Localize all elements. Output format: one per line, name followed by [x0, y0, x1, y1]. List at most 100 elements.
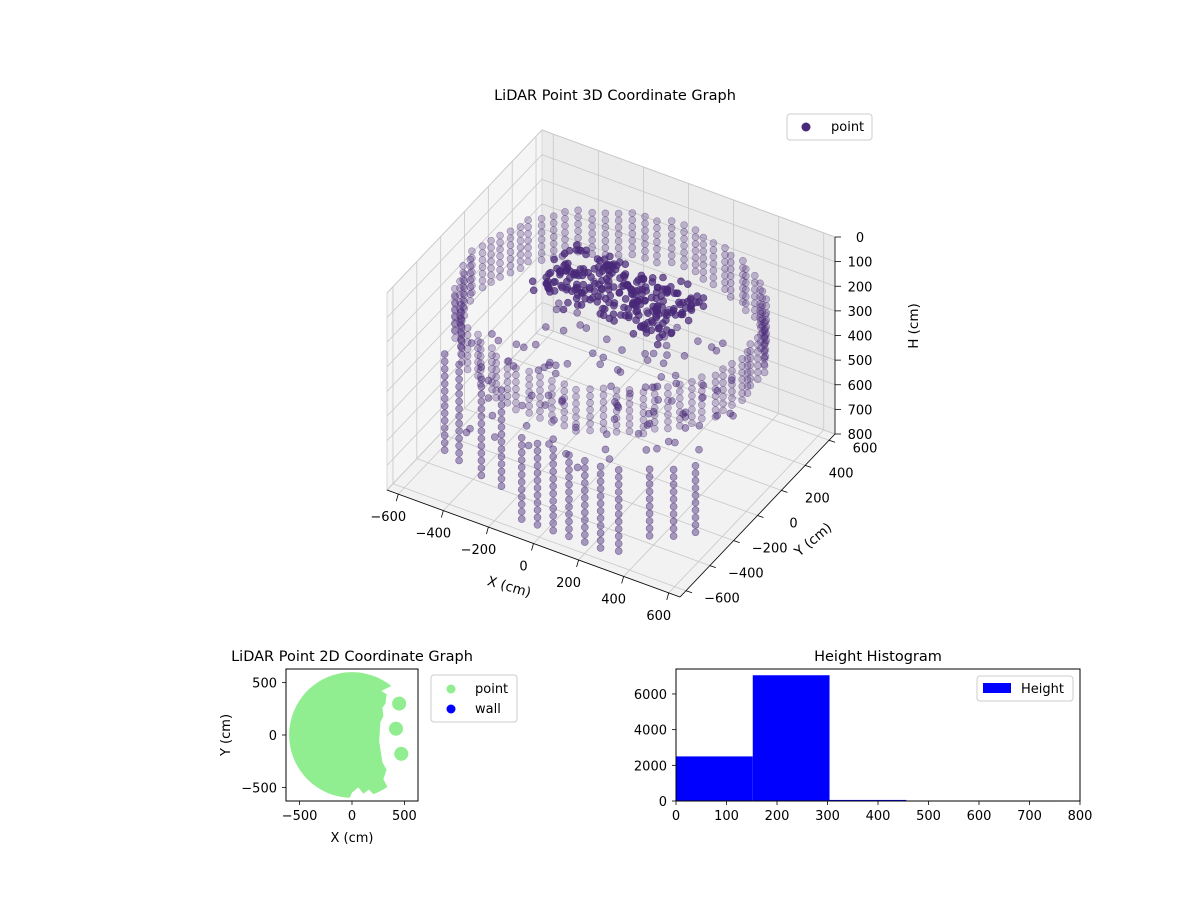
data-point	[694, 337, 702, 346]
data-point	[625, 420, 634, 429]
data-point	[699, 261, 708, 269]
data-point	[621, 295, 630, 303]
y-tick-label: 0	[269, 729, 277, 744]
data-point	[525, 395, 534, 403]
data-point	[596, 492, 605, 501]
data-point	[463, 351, 472, 360]
data-point	[750, 285, 759, 294]
data-point	[664, 410, 672, 419]
data-point	[750, 271, 759, 280]
data-point	[596, 521, 605, 530]
data-point	[494, 336, 503, 345]
data-point	[497, 474, 506, 483]
data-point	[614, 223, 623, 232]
z-tick-label: 400	[848, 330, 873, 345]
data-point	[653, 283, 662, 292]
data-point	[667, 329, 676, 338]
data-point	[487, 264, 495, 273]
data-point	[634, 311, 643, 320]
data-point	[560, 394, 569, 402]
data-point	[455, 449, 463, 457]
data-point	[496, 231, 504, 240]
data-point	[512, 371, 520, 379]
chart-2d-title: LiDAR Point 2D Coordinate Graph	[231, 649, 473, 665]
data-point	[496, 245, 504, 254]
data-point	[598, 267, 607, 275]
data-point	[721, 278, 729, 287]
data-point	[738, 396, 747, 405]
data-point	[457, 308, 465, 317]
data-point	[533, 506, 542, 514]
data-point	[739, 291, 747, 300]
data-point	[548, 383, 556, 392]
data-point	[757, 323, 765, 332]
chart-2d-data	[289, 669, 417, 801]
data-point	[667, 244, 676, 253]
data-point	[726, 258, 735, 267]
data-point	[680, 351, 689, 360]
data-point	[614, 510, 623, 519]
data-point	[455, 404, 463, 413]
data-point	[580, 479, 589, 487]
data-point	[741, 265, 750, 273]
data-point	[760, 339, 769, 348]
chart-2d-x-axis-label: X (cm)	[331, 831, 374, 846]
data-point	[726, 251, 735, 260]
data-point	[588, 349, 597, 358]
data-point	[697, 407, 706, 416]
chart-histogram-legend-swatch	[983, 683, 1011, 693]
data-point	[565, 466, 573, 474]
data-point	[628, 250, 637, 259]
chart-2d-y-axis-label: Y (cm)	[219, 714, 234, 757]
data-point	[721, 271, 729, 280]
data-point	[728, 366, 736, 375]
x-tick-label: 800	[1068, 809, 1093, 824]
data-point	[440, 409, 449, 418]
data-point	[653, 340, 662, 349]
data-point	[760, 360, 769, 369]
data-point	[711, 399, 720, 407]
data-point	[488, 344, 496, 352]
grid-y-floor	[512, 357, 806, 466]
data-point	[463, 344, 472, 353]
data-point	[596, 514, 605, 523]
x-tick-label: 300	[815, 809, 840, 824]
data-point	[487, 250, 495, 259]
grid-z-back	[541, 203, 836, 312]
x-tick-label: −600	[370, 510, 406, 525]
data-point	[659, 319, 667, 328]
data-point	[664, 424, 672, 433]
data-point	[758, 287, 767, 296]
data-point	[497, 445, 506, 454]
data-point	[615, 289, 624, 297]
data-point	[571, 423, 580, 432]
data-point	[762, 316, 771, 324]
data-point	[467, 339, 476, 347]
data-point	[460, 277, 469, 285]
data-point	[560, 414, 569, 423]
data-point	[608, 263, 617, 271]
data-point	[565, 458, 573, 467]
data-point	[673, 323, 681, 332]
data-point	[457, 350, 465, 358]
data-point	[541, 323, 550, 331]
data-point	[522, 421, 531, 430]
data-point	[516, 230, 525, 238]
data-point	[757, 316, 765, 325]
data-point	[739, 270, 747, 279]
data-point	[680, 262, 688, 271]
data-point	[641, 349, 649, 358]
x-tick	[576, 559, 579, 568]
grid-z-left	[386, 277, 543, 442]
data-point	[588, 208, 597, 217]
chart-3d-legend: point	[786, 113, 873, 141]
data-point	[463, 365, 472, 374]
data-point	[497, 423, 506, 431]
y-tick-label: −500	[241, 781, 277, 796]
data-point	[631, 290, 640, 299]
data-point	[456, 318, 464, 327]
data-point	[506, 268, 515, 277]
data-point	[641, 383, 650, 392]
chart-histogram-ticks: 0 100 200 300 400 500 600 700 800 0 2000 4000 6000	[634, 688, 1093, 824]
data-point	[525, 409, 534, 417]
